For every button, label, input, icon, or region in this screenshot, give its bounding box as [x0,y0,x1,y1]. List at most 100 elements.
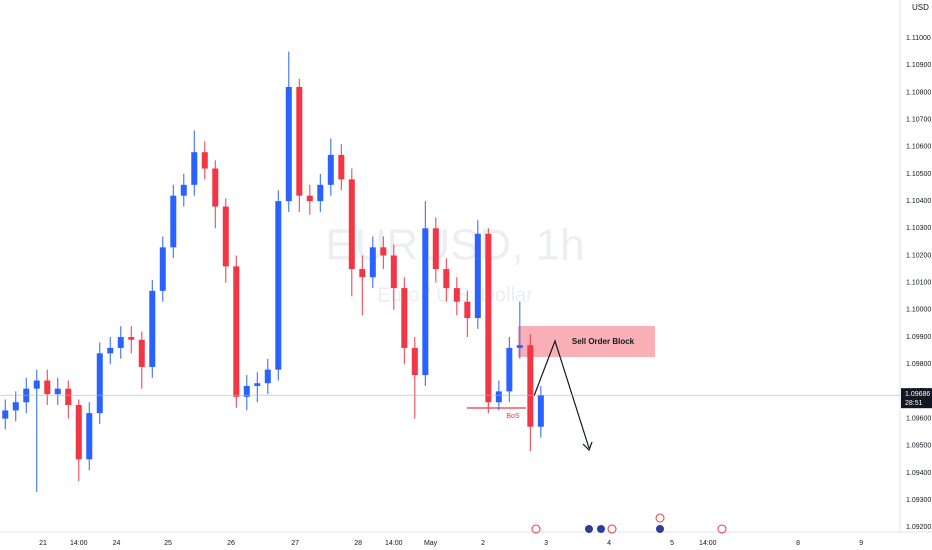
y-tick-label: 1.11000 [906,35,931,42]
candle-body [411,347,418,376]
y-tick-label: 1.09200 [906,524,931,531]
y-tick-label: 1.10500 [906,171,931,178]
candle-body [117,337,124,348]
y-tick-label: 1.10300 [906,225,931,232]
x-tick-label: 14:00 [70,540,88,547]
candle-body [369,247,376,278]
candle-body [54,388,61,395]
x-tick-label: 27 [291,540,299,547]
bos-label: BoS [506,413,520,420]
event-icon [655,513,665,523]
candle-body [275,201,282,370]
candle-body [338,154,345,180]
event-icon [531,524,541,534]
event-icon [656,525,664,533]
candle-body [327,154,334,185]
candle-body [2,410,9,419]
last-price-box [901,388,932,409]
event-icon [585,525,593,533]
candle-body [191,152,198,185]
y-tick-label: 1.09600 [906,415,931,422]
candle-body [527,345,534,427]
candle-body [107,347,114,354]
candle-body [348,179,355,270]
candle-body [485,233,492,403]
candle-body [65,388,72,405]
y-tick-label: 1.10600 [906,144,931,151]
projection-arrow [533,339,590,449]
candle-body [243,385,250,397]
candle-body [201,152,208,169]
y-tick-label: 1.09900 [906,334,931,341]
candle-body [474,233,481,318]
currency: USD [912,3,929,12]
candle-body [264,369,271,384]
candle-body [453,288,460,302]
candle-body [422,228,429,376]
x-tick-label: 14:00 [385,540,403,547]
arrow-head [582,441,593,452]
candle-body [390,255,397,289]
x-tick-label: 21 [39,540,47,547]
y-tick-label: 1.10400 [906,198,931,205]
y-tick-label: 1.10200 [906,252,931,259]
event-icon [597,525,605,533]
x-tick-label: 5 [670,540,674,547]
x-tick-label: 28 [354,540,362,547]
candle-body [506,347,513,392]
candle-body [495,391,502,403]
candle-body [380,247,387,256]
candle-body [212,168,219,207]
y-tick-label: 1.10700 [906,116,931,123]
candle-body [285,86,292,202]
x-tick-label: 24 [113,540,121,547]
event-icon [717,524,727,534]
y-tick-label: 1.10100 [906,280,931,287]
candle-body [537,395,544,427]
x-tick-label: 8 [796,540,800,547]
candle-body [443,269,450,289]
candle-body [254,383,261,386]
candle-body [149,290,156,367]
x-tick-label: 2 [481,540,485,547]
last-price-label: 1.09686 [905,391,930,398]
candle-body [96,353,103,414]
order-block-label: Sell Order Block [572,337,635,346]
y-tick-label: 1.10800 [906,89,931,96]
candle-body [359,269,366,278]
y-tick-label: 1.09500 [906,443,931,450]
x-tick-label: 3 [544,540,548,547]
candle-body [306,195,313,202]
candle-body [170,195,177,248]
candle-body [159,247,166,291]
order-block-zone [518,326,655,357]
candle-body [516,345,523,348]
y-tick-label: 1.10900 [906,62,931,69]
candle-body [317,184,324,202]
candle-body [401,288,408,348]
candle-body [75,404,82,460]
candle-body [86,413,93,460]
candle-body [222,206,229,267]
event-icons [531,513,727,534]
candle-body [138,339,145,367]
x-tick-label: 14:00 [699,540,717,547]
candle-body [12,402,19,411]
x-tick-label: 26 [227,540,235,547]
watermark: EURUSD, 1h [325,221,584,270]
y-tick-label: 1.10000 [906,307,931,314]
candle-body [128,337,135,340]
candle-body [33,380,40,389]
candle-body [44,380,51,395]
x-tick-label: 4 [607,540,611,547]
y-tick-label: 1.09800 [906,361,931,368]
candle-body [233,266,240,397]
x-tick-label: 25 [164,540,172,547]
y-tick-label: 1.09300 [906,497,931,504]
candle-body [464,301,471,318]
y-tick-label: 1.09400 [906,470,931,477]
event-icon [607,524,617,534]
candle-body [432,228,439,270]
